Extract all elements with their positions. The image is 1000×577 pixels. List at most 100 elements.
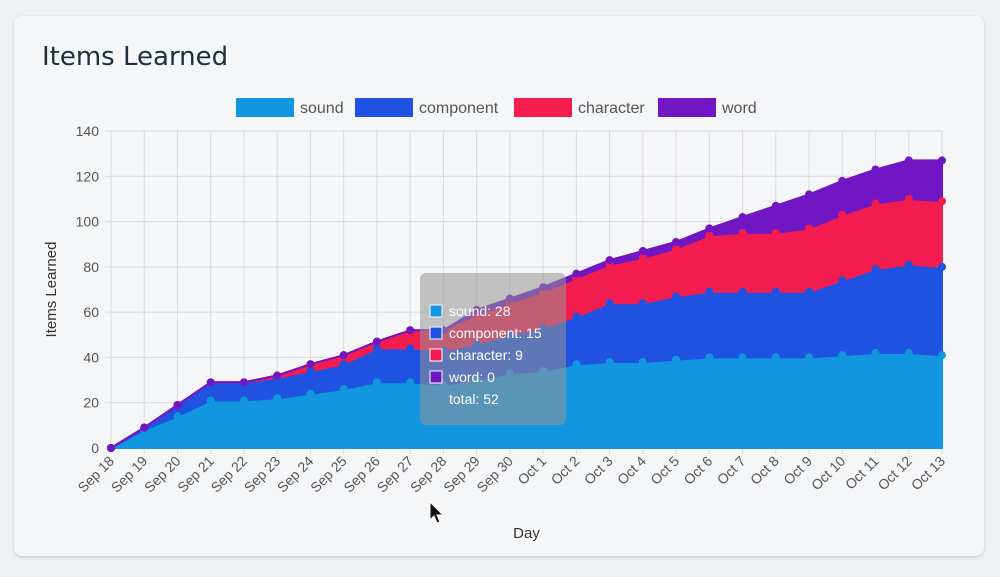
y-tick-label: 40 (83, 349, 99, 365)
data-point-word[interactable] (838, 176, 847, 185)
y-tick-label: 0 (91, 440, 99, 456)
tooltip-line: total: 52 (449, 391, 499, 407)
legend-swatch-sound[interactable] (236, 98, 294, 117)
series-area-word[interactable] (110, 159, 943, 449)
tooltip-swatch (429, 304, 443, 318)
data-point-component[interactable] (306, 367, 315, 376)
data-point-sound[interactable] (372, 378, 381, 387)
data-point-sound[interactable] (605, 357, 614, 366)
data-point-component[interactable] (805, 287, 814, 296)
data-point-component[interactable] (771, 287, 780, 296)
data-point-sound[interactable] (838, 351, 847, 360)
data-point-character[interactable] (705, 231, 714, 240)
x-tick-label: Sep 29 (440, 453, 483, 496)
data-point-word[interactable] (638, 247, 647, 256)
data-point-word[interactable] (605, 256, 614, 265)
data-point-sound[interactable] (805, 353, 814, 362)
x-tick-label: Oct 5 (647, 453, 682, 488)
y-tick-label: 140 (76, 123, 100, 139)
data-point-word[interactable] (273, 371, 282, 380)
data-point-word[interactable] (938, 156, 946, 165)
data-point-word[interactable] (372, 337, 381, 346)
data-point-character[interactable] (938, 197, 946, 206)
data-point-component[interactable] (672, 292, 681, 301)
legend-swatch-word[interactable] (658, 98, 716, 117)
data-point-word[interactable] (771, 201, 780, 210)
tooltip-box (420, 273, 566, 425)
data-point-word[interactable] (239, 378, 248, 387)
data-point-word[interactable] (572, 269, 581, 278)
data-point-word[interactable] (705, 224, 714, 233)
legend-label-character[interactable]: character (578, 100, 645, 117)
data-point-word[interactable] (107, 444, 115, 452)
data-point-sound[interactable] (638, 357, 647, 366)
data-point-character[interactable] (904, 194, 913, 203)
data-point-character[interactable] (771, 228, 780, 237)
legend-label-word[interactable]: word (721, 100, 757, 117)
data-point-word[interactable] (339, 351, 348, 360)
data-point-sound[interactable] (306, 389, 315, 398)
data-point-sound[interactable] (705, 353, 714, 362)
data-point-component[interactable] (838, 276, 847, 285)
tooltip-swatch (429, 348, 443, 362)
data-point-sound[interactable] (273, 394, 282, 403)
data-point-component[interactable] (638, 299, 647, 308)
data-point-word[interactable] (871, 165, 880, 174)
y-tick-label: 80 (83, 259, 99, 275)
data-point-component[interactable] (339, 360, 348, 369)
data-point-word[interactable] (406, 326, 415, 335)
x-tick-label: Oct 10 (808, 453, 849, 494)
data-point-character[interactable] (638, 253, 647, 262)
data-point-word[interactable] (738, 213, 747, 222)
x-tick-label: Sep 20 (141, 453, 184, 496)
data-point-component[interactable] (605, 299, 614, 308)
data-point-component[interactable] (572, 312, 581, 321)
data-point-word[interactable] (805, 190, 814, 199)
data-point-sound[interactable] (871, 348, 880, 357)
legend-label-component[interactable]: component (419, 100, 499, 117)
data-point-word[interactable] (306, 360, 315, 369)
data-point-component[interactable] (738, 287, 747, 296)
data-point-character[interactable] (738, 228, 747, 237)
x-tick-label: Sep 21 (174, 453, 217, 496)
data-point-sound[interactable] (738, 353, 747, 362)
legend-label-sound[interactable]: sound (300, 100, 344, 117)
data-point-component[interactable] (372, 344, 381, 353)
data-point-word[interactable] (140, 423, 149, 432)
y-tick-label: 60 (83, 304, 99, 320)
data-point-character[interactable] (672, 244, 681, 253)
data-point-character[interactable] (805, 224, 814, 233)
data-point-sound[interactable] (672, 355, 681, 364)
legend-swatch-component[interactable] (355, 98, 413, 117)
x-tick-label: Sep 26 (340, 453, 383, 496)
data-point-component[interactable] (705, 287, 714, 296)
data-point-component[interactable] (406, 344, 415, 353)
data-point-character[interactable] (838, 210, 847, 219)
tooltip-swatch (429, 326, 443, 340)
data-point-sound[interactable] (771, 353, 780, 362)
x-tick-label: Oct 3 (581, 453, 616, 488)
chart-card: Items Learned 0 20 40 60 80 100 120 140 Sep 18 Se… (14, 16, 984, 556)
data-point-component[interactable] (904, 260, 913, 269)
data-point-sound[interactable] (572, 360, 581, 369)
data-point-component[interactable] (871, 265, 880, 274)
data-point-word[interactable] (173, 400, 182, 409)
data-point-sound[interactable] (904, 348, 913, 357)
data-point-sound[interactable] (206, 396, 215, 405)
data-point-component[interactable] (938, 262, 946, 271)
tooltip-swatch (429, 370, 443, 384)
y-tick-label: 120 (76, 168, 100, 184)
data-point-sound[interactable] (339, 385, 348, 394)
legend-swatch-character[interactable] (514, 98, 572, 117)
data-point-sound[interactable] (239, 396, 248, 405)
data-point-character[interactable] (871, 199, 880, 208)
data-point-sound[interactable] (173, 412, 182, 421)
data-point-word[interactable] (672, 237, 681, 246)
x-tick-label: Sep 23 (241, 453, 284, 496)
data-point-sound[interactable] (938, 351, 946, 360)
data-point-word[interactable] (206, 378, 215, 387)
data-point-word[interactable] (904, 156, 913, 165)
data-point-sound[interactable] (406, 378, 415, 387)
tooltip-line: component: 15 (449, 325, 542, 341)
